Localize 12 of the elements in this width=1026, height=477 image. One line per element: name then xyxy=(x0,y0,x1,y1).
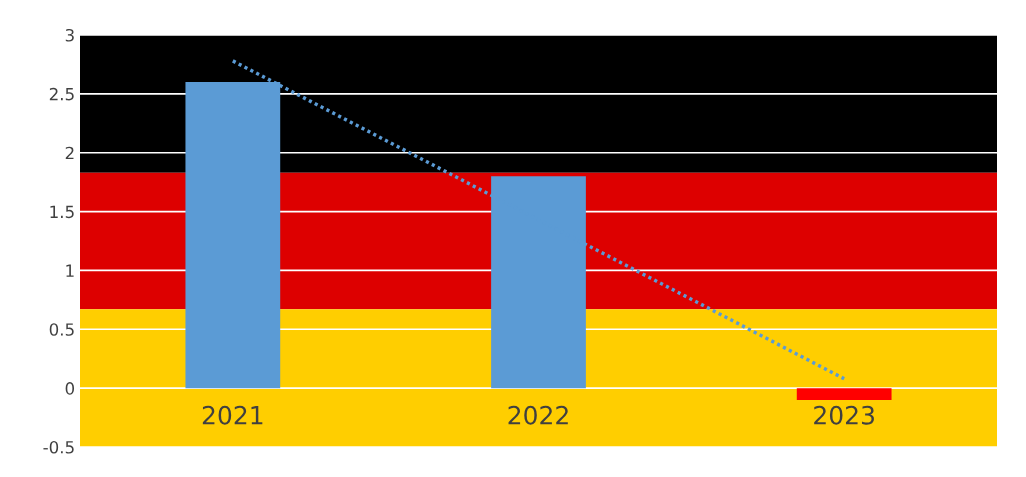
y-tick-label: -0.5 xyxy=(43,440,74,454)
x-tick-label: 2022 xyxy=(508,405,568,425)
x-tick-label: 2021 xyxy=(202,405,263,425)
y-tick-label: 1.5 xyxy=(50,205,74,219)
y-tick-label: 2 xyxy=(65,146,74,160)
y-tick-label: 0 xyxy=(65,382,75,395)
x-tick-label: 2023 xyxy=(814,405,874,425)
y-tick-label: 0.5 xyxy=(49,323,74,336)
bar xyxy=(796,388,892,400)
y-tick-label: 1 xyxy=(66,264,74,277)
y-tick-label: 2.5 xyxy=(49,87,74,101)
y-tick-label: 3 xyxy=(65,28,74,42)
